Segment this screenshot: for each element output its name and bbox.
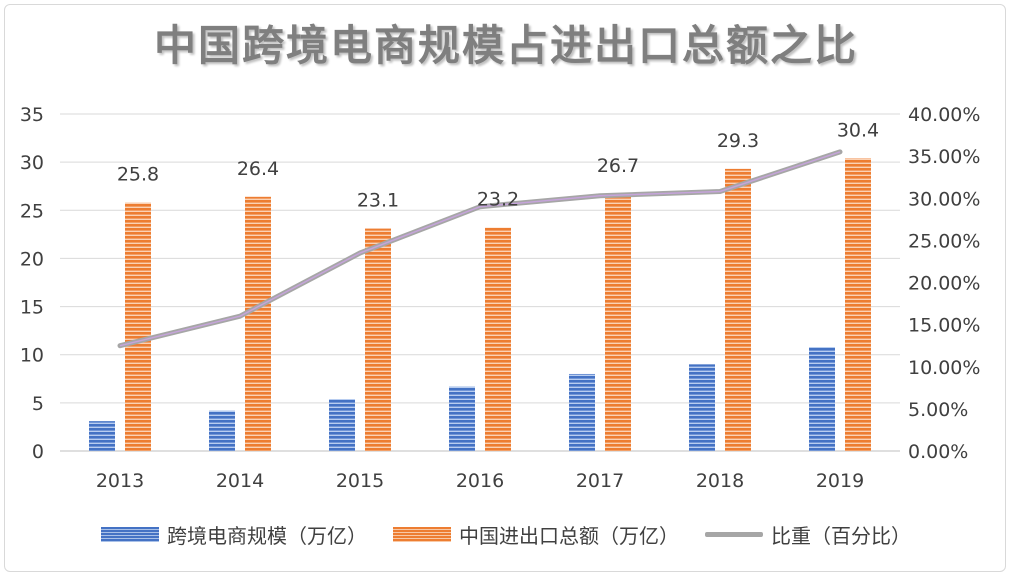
legend-item-cross-border: 跨境电商规模（万亿）: [101, 520, 367, 549]
y-left-tick-label: 20: [20, 248, 44, 270]
bar-cross-border: [89, 421, 115, 451]
bar-cross-border: [809, 347, 835, 451]
bar-trade-total: [125, 202, 151, 451]
bar-trade-total: [605, 193, 631, 451]
bar-cross-border: [449, 386, 475, 451]
legend-item-ratio: 比重（百分比）: [705, 520, 911, 549]
data-label: 26.7: [597, 155, 639, 177]
data-label: 30.4: [837, 119, 879, 141]
y-left-tick-label: 10: [20, 345, 44, 367]
y-left-tick-label: 0: [32, 441, 44, 463]
data-label: 25.8: [117, 164, 159, 186]
bar-cross-border: [329, 399, 355, 451]
legend-label-ratio: 比重（百分比）: [771, 524, 911, 548]
bar-cross-border: [569, 373, 595, 451]
bar-trade-total: [245, 196, 271, 451]
x-tick-label: 2019: [816, 470, 864, 492]
legend-swatch-line: [705, 532, 763, 537]
y-right-tick-label: 30.00%: [908, 188, 980, 210]
chart-legend: 跨境电商规模（万亿） 中国进出口总额（万亿） 比重（百分比）: [0, 520, 1012, 549]
y-left-tick-label: 30: [20, 152, 44, 174]
y-right-tick-label: 40.00%: [908, 104, 980, 126]
bar-cross-border: [689, 364, 715, 451]
y-left-tick-label: 15: [20, 297, 44, 319]
x-tick-label: 2016: [456, 470, 504, 492]
x-tick-label: 2017: [576, 470, 624, 492]
y-left-tick-label: 35: [20, 104, 44, 126]
legend-label-cross-border: 跨境电商规模（万亿）: [167, 524, 367, 548]
chart-title: 中国跨境电商规模占进出口总额之比: [153, 21, 858, 70]
y-left-tick-label: 25: [20, 200, 44, 222]
legend-swatch-blue-bar: [101, 527, 159, 542]
bar-trade-total: [725, 168, 751, 451]
y-right-tick-label: 20.00%: [908, 273, 980, 295]
data-label: 26.4: [237, 158, 279, 180]
legend-swatch-orange-bar: [393, 527, 451, 542]
bar-trade-total: [365, 228, 391, 451]
x-tick-label: 2018: [696, 470, 744, 492]
legend-item-trade-total: 中国进出口总额（万亿）: [393, 520, 679, 549]
x-tick-label: 2015: [336, 470, 384, 492]
y-right-tick-label: 5.00%: [908, 399, 968, 421]
y-right-tick-label: 35.00%: [908, 146, 980, 168]
data-label: 23.1: [357, 190, 399, 212]
bar-trade-total: [485, 227, 511, 451]
legend-label-trade-total: 中国进出口总额（万亿）: [459, 524, 679, 548]
x-tick-label: 2013: [96, 470, 144, 492]
y-right-tick-label: 10.00%: [908, 357, 980, 379]
bar-cross-border: [209, 410, 235, 451]
data-label: 29.3: [717, 130, 759, 152]
ratio-line-center: [119, 151, 841, 347]
x-tick-label: 2014: [216, 470, 264, 492]
bar-trade-total: [845, 158, 871, 451]
data-label: 23.2: [477, 189, 519, 211]
y-right-tick-label: 15.00%: [908, 315, 980, 337]
y-right-tick-label: 25.00%: [908, 230, 980, 252]
y-left-tick-label: 5: [32, 393, 44, 415]
y-right-tick-label: 0.00%: [908, 441, 968, 463]
